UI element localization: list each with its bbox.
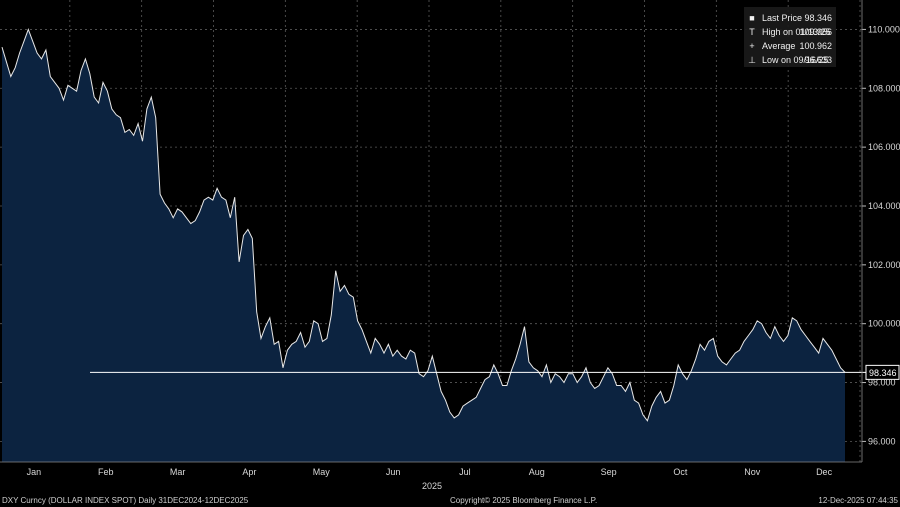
- y-tick-label: 96.000: [868, 436, 896, 446]
- legend-label: Last Price: [762, 13, 802, 23]
- x-axis: Jan Feb Mar Apr May Jun Jul Aug Sep Oct Nov Dec: [0, 461, 862, 477]
- x-tick-label: Sep: [601, 467, 617, 477]
- y-tick-label: 104.000: [868, 201, 900, 211]
- chart-legend[interactable]: ■ Last Price 98.346 T High on 01/13/25109.95…: [744, 7, 836, 67]
- footer-timestamp: 12-Dec-2025 07:44:35: [818, 496, 898, 505]
- legend-label: Average: [762, 41, 795, 51]
- legend-value: 109.956: [799, 27, 832, 37]
- price-area: [2, 29, 845, 463]
- legend-value: 96.633: [804, 55, 832, 65]
- legend-marker-icon: ⊥: [748, 55, 756, 65]
- x-tick-label: Feb: [98, 467, 114, 477]
- x-tick-label: Jan: [27, 467, 42, 477]
- legend-label: Low on 09/16/25: [762, 55, 829, 65]
- x-tick-label: Jul: [459, 467, 471, 477]
- legend-label: High on 01/13/25: [762, 27, 831, 37]
- x-tick-label: Aug: [529, 467, 545, 477]
- x-tick-label: Jun: [386, 467, 401, 477]
- y-tick-label: 100.000: [868, 319, 900, 329]
- y-tick-label: 98.000: [868, 378, 896, 388]
- legend-marker-icon: ■: [749, 13, 754, 23]
- x-tick-label: Apr: [242, 467, 256, 477]
- x-tick-label: May: [313, 467, 331, 477]
- x-axis-year-label: 2025: [422, 481, 442, 491]
- footer-ticker-info: DXY Curncy (DOLLAR INDEX SPOT) Daily 31D…: [2, 496, 249, 505]
- legend-value: 98.346: [804, 13, 832, 23]
- footer-copyright: Copyright© 2025 Bloomberg Finance L.P.: [450, 496, 598, 505]
- x-tick-label: Mar: [170, 467, 186, 477]
- y-tick-label: 110.000: [868, 24, 900, 34]
- legend-background: [744, 7, 836, 67]
- last-price-badge-label: 98.346: [869, 368, 897, 378]
- legend-marker-icon: T: [749, 27, 755, 37]
- legend-item-average[interactable]: + Average 100.962: [749, 41, 832, 51]
- price-line[interactable]: [1, 27, 846, 422]
- x-tick-label: Oct: [673, 467, 688, 477]
- y-axis: 96.000 98.000 100.000 102.000 104.000 106.000…: [861, 0, 900, 462]
- y-tick-label: 108.000: [868, 83, 900, 93]
- last-price-badge: 98.346: [865, 364, 900, 380]
- legend-item-last-price[interactable]: ■ Last Price 98.346: [749, 13, 832, 23]
- x-tick-label: Dec: [816, 467, 833, 477]
- legend-value: 100.962: [799, 41, 832, 51]
- legend-marker-icon: +: [749, 41, 754, 51]
- y-tick-label: 106.000: [868, 142, 900, 152]
- y-tick-label: 102.000: [868, 260, 900, 270]
- x-tick-label: Nov: [744, 467, 761, 477]
